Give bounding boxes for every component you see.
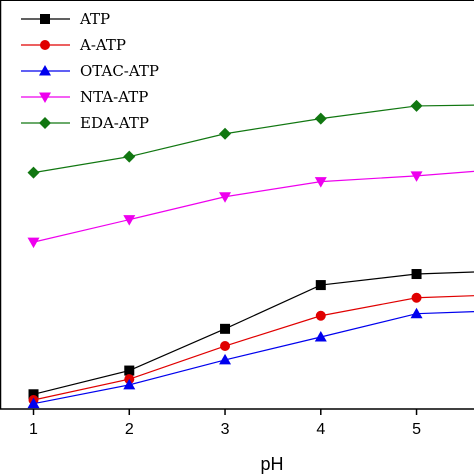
series-otac-atp <box>27 307 474 409</box>
series-layer <box>27 99 474 409</box>
legend-label-nta-atp: NTA-ATP <box>80 88 148 106</box>
legend-item-a-atp: A-ATP <box>21 36 126 54</box>
x-tick-label-1: 1 <box>29 421 38 438</box>
data-point-otac-atp-3 <box>314 331 327 342</box>
data-point-nta-atp-4 <box>410 171 423 182</box>
legend-marker-atp <box>40 14 50 24</box>
data-point-nta-atp-3 <box>314 177 327 188</box>
legend: ATP A-ATP OTAC-ATP NTA-ATP EDA-ATP <box>21 10 159 132</box>
legend-item-atp: ATP <box>21 10 110 28</box>
x-axis-title: pH <box>260 454 283 474</box>
legend-label-atp: ATP <box>79 10 110 28</box>
data-point-nta-atp-0 <box>27 237 40 249</box>
legend-item-nta-atp: NTA-ATP <box>21 88 148 106</box>
series-line-atp <box>33 271 474 395</box>
data-point-atp-0 <box>28 389 39 400</box>
series-atp <box>28 269 474 400</box>
x-tick-label-5: 5 <box>412 421 421 438</box>
series-line-a-atp <box>33 295 474 401</box>
data-point-eda-atp-2 <box>219 127 232 140</box>
legend-label-otac-atp: OTAC-ATP <box>80 62 159 80</box>
legend-marker-nta-atp <box>39 92 51 103</box>
legend-label-a-atp: A-ATP <box>79 36 126 54</box>
data-point-atp-2 <box>220 323 231 334</box>
series-eda-atp <box>27 99 474 179</box>
series-line-otac-atp <box>33 311 474 405</box>
legend-item-otac-atp: OTAC-ATP <box>21 62 159 80</box>
data-point-a-atp-2 <box>220 341 231 352</box>
x-tick-label-3: 3 <box>221 421 230 438</box>
legend-marker-otac-atp <box>39 65 51 76</box>
series-nta-atp <box>27 170 474 249</box>
data-point-a-atp-3 <box>315 310 326 321</box>
data-point-otac-atp-1 <box>123 378 136 390</box>
data-point-atp-3 <box>315 280 326 291</box>
data-point-otac-atp-2 <box>219 353 232 365</box>
data-point-eda-atp-4 <box>410 99 423 112</box>
x-tick-label-2: 2 <box>125 421 134 438</box>
data-point-otac-atp-4 <box>410 307 423 319</box>
axes: 1 2 3 4 5 <box>0 0 474 438</box>
data-point-nta-atp-2 <box>219 192 232 203</box>
data-point-a-atp-4 <box>411 292 422 303</box>
data-point-otac-atp-0 <box>27 397 40 409</box>
data-point-eda-atp-0 <box>27 166 40 179</box>
series-line-nta-atp <box>33 170 474 243</box>
data-point-eda-atp-1 <box>123 150 136 163</box>
data-point-nta-atp-1 <box>123 215 136 226</box>
legend-marker-eda-atp <box>39 117 51 129</box>
data-point-eda-atp-3 <box>314 112 327 125</box>
x-tick-label-4: 4 <box>316 421 325 438</box>
legend-marker-a-atp <box>40 40 50 50</box>
series-a-atp <box>28 292 474 406</box>
legend-item-eda-atp: EDA-ATP <box>21 114 149 132</box>
data-point-atp-4 <box>411 269 422 280</box>
series-line-eda-atp <box>33 104 474 174</box>
legend-label-eda-atp: EDA-ATP <box>80 114 149 132</box>
data-point-atp-1 <box>124 365 135 376</box>
